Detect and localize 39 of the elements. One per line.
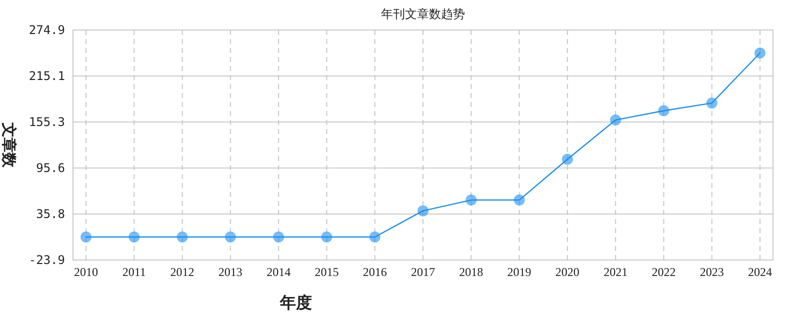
- x-tick-label: 2013: [218, 265, 242, 279]
- x-tick-label: 2016: [362, 265, 387, 279]
- point: [562, 154, 573, 165]
- x-tick-label: 2011: [122, 265, 146, 279]
- point: [273, 231, 284, 242]
- point: [658, 105, 670, 116]
- x-tick-label: 2018: [459, 265, 484, 279]
- x-tick-label: 2017: [411, 265, 435, 279]
- y-tick-label: -23.9: [28, 253, 65, 267]
- point: [224, 231, 236, 242]
- x-axis-title: 年度: [279, 293, 312, 312]
- point: [466, 194, 477, 206]
- point: [754, 48, 766, 59]
- y-tick-label: 95.6: [36, 161, 65, 176]
- x-tick-label: 2015: [314, 265, 339, 279]
- x-tick-label: 2020: [555, 265, 580, 279]
- point: [706, 98, 718, 109]
- x-tick-label: 2012: [170, 265, 194, 279]
- x-tick-label: 2021: [604, 265, 628, 279]
- y-tick-label: 274.9: [28, 23, 65, 37]
- point: [514, 194, 525, 206]
- x-tick-label: 2010: [74, 265, 98, 279]
- x-tick-label: 2022: [652, 265, 676, 279]
- y-tick-label: 215.1: [28, 69, 65, 84]
- point: [80, 231, 92, 242]
- point: [610, 114, 622, 126]
- x-tick-label: 2023: [700, 265, 724, 279]
- y-tick-label: 155.3: [28, 115, 65, 130]
- point: [369, 231, 380, 242]
- x-tick-label: 2019: [507, 265, 532, 279]
- x-tick-label: 2024: [748, 265, 772, 279]
- point: [321, 231, 332, 242]
- point: [176, 231, 188, 242]
- point: [128, 231, 140, 242]
- chart-title: 年刊文章数趋势: [381, 7, 465, 21]
- point: [418, 205, 428, 216]
- y-axis-title: 文章数: [0, 122, 18, 168]
- x-tick-label: 2014: [266, 265, 291, 279]
- y-tick-label: 35.8: [36, 207, 65, 222]
